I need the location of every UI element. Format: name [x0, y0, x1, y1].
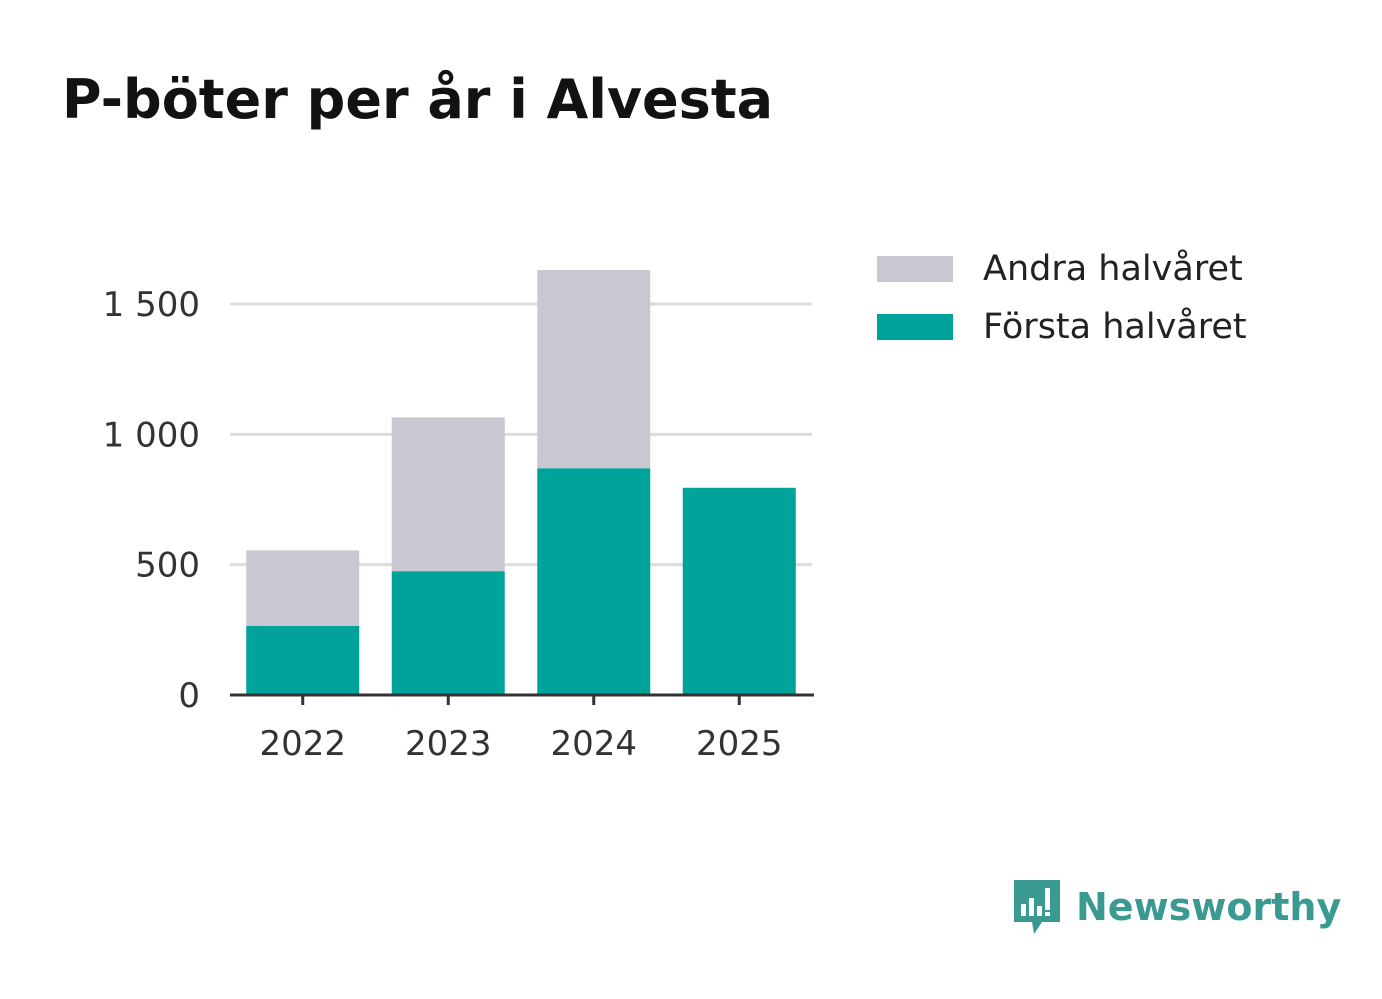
- brand-name: Newsworthy: [1076, 885, 1342, 929]
- x-tick-label: 2025: [696, 724, 783, 764]
- legend-label-andra: Andra halvåret: [983, 249, 1243, 289]
- bar-2023-forsta: [391, 571, 505, 695]
- bar-2025-forsta: [682, 487, 796, 695]
- legend-swatch-forsta: [877, 314, 953, 340]
- bar-2023-andra: [391, 417, 505, 572]
- chart-title: P-böter per år i Alvesta: [62, 68, 774, 131]
- legend-label-forsta: Första halvåret: [983, 307, 1247, 347]
- legend-item-andra: Andra halvåret: [877, 240, 1247, 298]
- bar-2022-forsta: [246, 625, 360, 695]
- bar-2024-forsta: [537, 468, 651, 695]
- y-tick-label: 500: [135, 546, 200, 586]
- legend-item-forsta: Första halvåret: [877, 298, 1247, 356]
- y-tick-label: 1 500: [103, 285, 200, 325]
- bars: [246, 270, 796, 695]
- x-tick-label: 2024: [550, 724, 637, 764]
- legend: Andra halvåret Första halvåret: [877, 240, 1247, 356]
- x-tick-label: 2023: [405, 724, 492, 764]
- y-tick-label: 1 000: [103, 415, 200, 455]
- bar-2022-andra: [246, 550, 360, 626]
- newsworthy-logo-icon: [1014, 880, 1060, 934]
- y-tick-label: 0: [178, 676, 200, 716]
- x-tick-label: 2022: [259, 724, 346, 764]
- x-axis: 2022 2023 2024 2025: [230, 693, 814, 764]
- bar-2024-andra: [537, 270, 651, 469]
- brand: Newsworthy: [1010, 876, 1341, 938]
- legend-swatch-andra: [877, 256, 953, 282]
- y-axis-ticks: 0 500 1 000 1 500: [103, 285, 200, 716]
